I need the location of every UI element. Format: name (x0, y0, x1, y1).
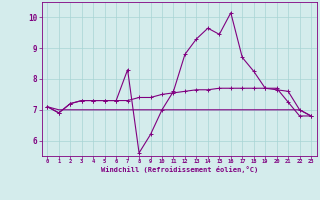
X-axis label: Windchill (Refroidissement éolien,°C): Windchill (Refroidissement éolien,°C) (100, 166, 258, 173)
